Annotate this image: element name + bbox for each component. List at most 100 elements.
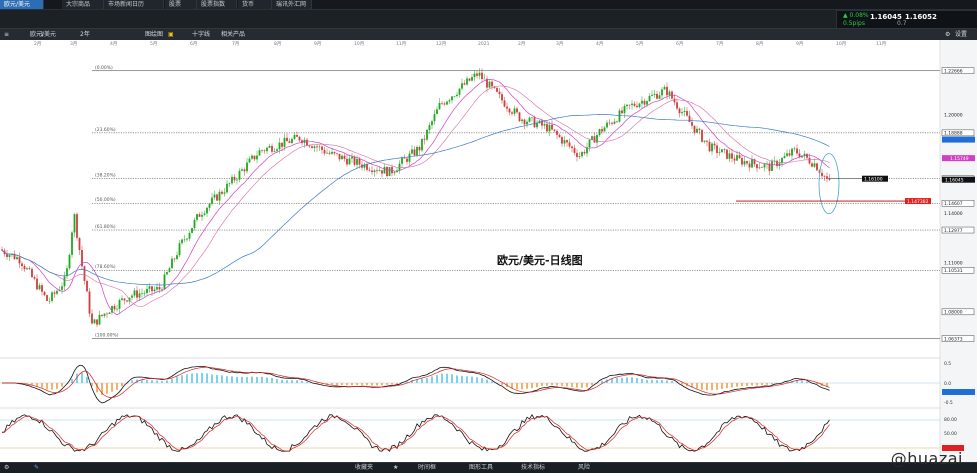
candle-body <box>279 143 281 150</box>
candle-body <box>784 156 786 158</box>
candle-body <box>291 139 293 143</box>
quote-panel[interactable]: ▲ 0.08% 0.5pips 1.16045 0.7 1.16052 <box>836 10 977 30</box>
candle-body <box>229 183 231 184</box>
draw-button[interactable]: 图绘图 <box>145 29 163 40</box>
layout-button[interactable]: 十字线 <box>192 29 210 40</box>
osc1-hist-bar <box>706 383 708 390</box>
osc1-hist-bar <box>586 383 588 387</box>
candle-body <box>444 103 446 104</box>
month-label: 4月 <box>110 41 117 47</box>
candle-body <box>584 152 586 153</box>
candle-body <box>566 140 568 142</box>
candle-body <box>734 159 736 161</box>
candle-body <box>219 192 221 201</box>
candle-body <box>424 139 426 140</box>
candle-body <box>89 291 91 313</box>
candle-body <box>711 144 713 152</box>
candle-body <box>574 148 576 153</box>
candle-body <box>84 266 86 281</box>
candle-body <box>386 167 388 176</box>
tab-1[interactable]: 大宗商品 <box>62 0 104 9</box>
candle-body <box>621 110 623 113</box>
candle-body <box>379 170 381 171</box>
candle-body <box>791 149 793 156</box>
candle-body <box>484 79 486 80</box>
candle-body <box>349 158 351 164</box>
osc1-hist-bar <box>196 373 198 383</box>
candle-body <box>559 135 561 137</box>
indicator-icon[interactable]: ▣ <box>168 29 174 40</box>
osc1-hist-bar <box>151 380 153 383</box>
candle-body <box>671 92 673 99</box>
settings-icon[interactable]: ⚙ <box>945 29 950 40</box>
month-label: 3月 <box>70 41 77 47</box>
candle-body <box>764 164 766 167</box>
tab-6[interactable]: 瑞讯外汇网 <box>272 0 312 9</box>
osc1-hist-bar <box>56 383 58 389</box>
candle-body <box>239 171 241 180</box>
ma-mid-line <box>2 86 830 307</box>
candle-body <box>504 100 506 106</box>
menu-icon[interactable]: ≡ <box>4 29 9 40</box>
candle-body <box>231 177 233 183</box>
osc1-hist-bar <box>286 380 288 383</box>
candle-body <box>721 149 723 152</box>
tab-3[interactable]: 股票 <box>165 0 197 9</box>
candle-body <box>699 129 701 130</box>
osc1-hist-bar <box>46 383 48 389</box>
candle-body <box>521 120 523 122</box>
settings-label[interactable]: 设置 <box>955 29 967 40</box>
candle-body <box>756 164 758 168</box>
marker-label: 1.16100 <box>864 177 883 183</box>
tab-0[interactable]: 欧元/美元 <box>0 0 44 9</box>
candle-body <box>249 159 251 163</box>
candle-body <box>16 257 18 259</box>
candle-body <box>236 180 238 181</box>
candle-body <box>261 150 263 151</box>
candle-body <box>56 291 58 294</box>
candle-body <box>546 124 548 131</box>
osc1-hist-bar <box>481 378 483 383</box>
candle-body <box>461 83 463 88</box>
top-tab-bar: 欧元/美元 大宗商品市场新闻日历股票股票指数货币瑞讯外汇网 <box>0 0 977 10</box>
candle-body <box>169 268 171 272</box>
osc1-hist-bar <box>156 380 158 383</box>
candle-body <box>356 159 358 165</box>
candle-body <box>409 154 411 162</box>
tab-4[interactable]: 股票指数 <box>197 0 237 9</box>
candle-body <box>806 154 808 158</box>
osc1-hist-bar <box>666 381 668 383</box>
candle-body <box>641 101 643 104</box>
tab-5[interactable]: 货币 <box>238 0 272 9</box>
ma-short-line <box>2 79 830 314</box>
tab-2[interactable]: 市场新闻日历 <box>104 0 164 9</box>
candle-body <box>416 147 418 155</box>
osc1-hist-bar <box>206 373 208 383</box>
related-button[interactable]: 相关产品 <box>221 29 245 40</box>
osc1-hist-bar <box>351 383 353 385</box>
osc1-hist-bar <box>241 377 243 383</box>
candle-body <box>631 104 633 105</box>
osc1-hist-bar <box>41 383 43 388</box>
osc1-hist-bar <box>491 381 493 383</box>
osc1-hist-bar <box>381 383 383 385</box>
osc1-hist-bar <box>736 383 738 387</box>
osc1-hist-bar <box>356 383 358 385</box>
candle-body <box>821 173 823 176</box>
price-label: 1.10531 <box>944 268 963 274</box>
osc1-hist-bar <box>256 377 258 383</box>
candle-body <box>334 152 336 153</box>
osc1-hist-bar <box>466 376 468 383</box>
quote-ask[interactable]: 1.16052 <box>905 13 937 21</box>
candle-body <box>816 163 818 170</box>
osc1-hist-bar <box>306 382 308 383</box>
candle-body <box>731 153 733 158</box>
period-selector[interactable]: 2年 <box>80 29 90 40</box>
candle-body <box>186 239 188 240</box>
candle-body <box>724 149 726 150</box>
candle-body <box>189 233 191 239</box>
candle-body <box>824 176 826 177</box>
candle-body <box>594 136 596 142</box>
